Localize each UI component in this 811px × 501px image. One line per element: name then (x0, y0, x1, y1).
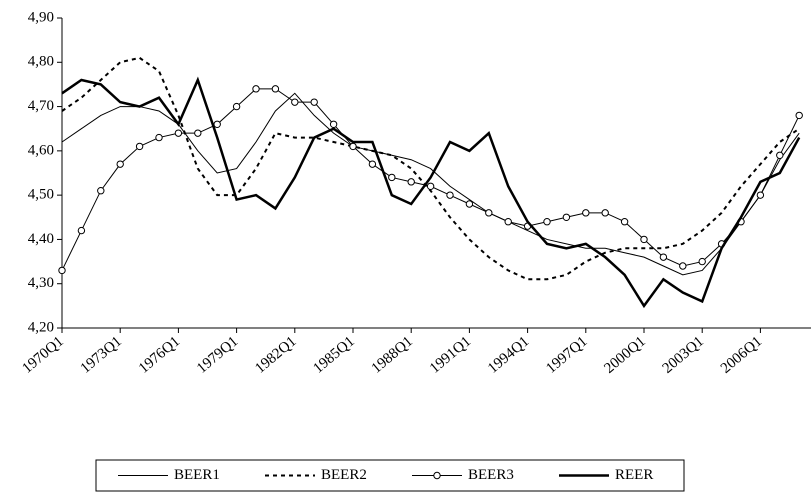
series-marker (310, 98, 318, 106)
series-marker (368, 160, 377, 168)
y-tick-label: 4,70 (28, 98, 54, 114)
y-tick-label: 4,90 (28, 9, 54, 25)
series-marker (252, 85, 260, 93)
series-marker (776, 151, 784, 159)
legend-label: BEER2 (321, 467, 367, 483)
y-tick-label: 4,80 (28, 54, 54, 70)
x-tick-label: 2006Q1 (718, 333, 765, 376)
y-tick-label: 4,60 (28, 142, 54, 158)
series-marker (194, 129, 202, 137)
series-marker (426, 182, 435, 190)
series-marker (504, 218, 512, 226)
series-marker (271, 85, 280, 93)
series-marker (97, 187, 105, 195)
x-tick-label: 1988Q1 (369, 333, 416, 376)
series-marker (620, 218, 629, 226)
series-marker (543, 218, 551, 226)
series-marker (77, 226, 86, 235)
series-marker (465, 200, 474, 208)
series-marker (232, 102, 241, 111)
x-tick-label: 1997Q1 (543, 333, 590, 376)
legend: BEER1 BEER2 BEER3 REER (95, 459, 685, 492)
legend-label: BEER1 (174, 467, 220, 483)
y-tick-label: 4,20 (28, 319, 54, 335)
series-marker (601, 209, 609, 217)
y-tick-label: 4,30 (28, 275, 54, 291)
series-marker (659, 253, 668, 261)
series-marker (698, 257, 706, 266)
series-marker (446, 191, 454, 199)
series-marker (388, 173, 396, 182)
legend-label: REER (615, 467, 653, 483)
x-tick-label: 1970Q1 (19, 333, 66, 376)
series-marker (155, 133, 163, 142)
series-marker (756, 191, 765, 199)
x-tick-label: 1985Q1 (310, 333, 357, 376)
series-marker (640, 235, 648, 244)
legend-label: BEER3 (468, 467, 514, 483)
x-tick-label: 1994Q1 (485, 333, 532, 376)
x-tick-label: 1982Q1 (252, 333, 299, 376)
series-marker (58, 266, 66, 275)
x-tick-label: 1976Q1 (136, 333, 183, 376)
x-tick-label: 1991Q1 (427, 333, 474, 376)
x-tick-label: 2000Q1 (601, 333, 648, 376)
series-marker (582, 209, 590, 217)
x-tick-label: 2003Q1 (660, 333, 707, 376)
y-tick-label: 4,40 (28, 231, 54, 247)
series-marker (116, 160, 124, 168)
series-marker (349, 142, 357, 151)
series-marker (562, 213, 571, 221)
series-marker (135, 142, 144, 151)
series-marker (795, 111, 803, 120)
x-tick-label: 1973Q1 (78, 333, 125, 376)
series-line (61, 76, 801, 309)
series-marker (329, 120, 338, 128)
series-marker (174, 129, 183, 137)
y-tick-label: 4,50 (28, 187, 54, 203)
series-marker (291, 98, 299, 106)
series-marker (485, 209, 493, 217)
series-marker (213, 120, 221, 128)
legend-marker (433, 471, 441, 480)
series-marker (407, 178, 415, 186)
x-tick-label: 1979Q1 (194, 333, 241, 376)
series-marker (679, 262, 687, 270)
